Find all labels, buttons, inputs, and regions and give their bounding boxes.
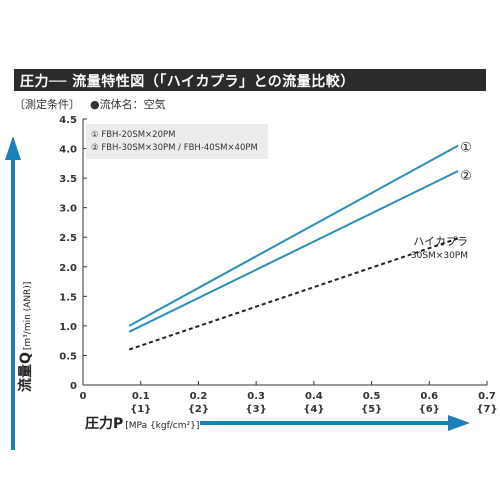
y-axis-arrow-head — [5, 136, 21, 160]
x-tick-label: 0.1 — [132, 391, 150, 402]
x-axis-arrow-head — [448, 415, 470, 431]
x-tick-label: 0.3 — [247, 391, 265, 402]
x-tick-label: 0.7 — [478, 391, 496, 402]
x-axis-label-unit: [MPa {kgf/cm²}] — [125, 421, 199, 431]
x-tick-kgf-label: {1} — [130, 404, 151, 415]
series-line — [128, 237, 459, 351]
x-tick-kgf-label: {5} — [361, 404, 382, 415]
legend-entry: ① FBH-20SM×20PM — [91, 130, 175, 140]
legend-box — [86, 124, 268, 159]
y-tick-label: 1.0 — [59, 322, 77, 333]
series-line — [128, 144, 459, 327]
y-axis-label-main: 流量Q — [17, 352, 34, 392]
legend-entry: ② FBH-30SM×30PM / FBH-40SM×40PM — [91, 143, 258, 153]
y-tick-label: 4.5 — [59, 115, 77, 126]
y-tick-label: 1.5 — [59, 292, 77, 303]
y-tick-label: 0 — [70, 381, 77, 392]
x-tick-label: 0 — [80, 391, 87, 402]
conditions-label: 〔測定条件〕 — [14, 98, 80, 111]
x-axis-label-main: 圧力P — [85, 415, 123, 432]
series-sublabel: 30SM×30PM — [411, 251, 468, 261]
y-tick-label: 3.5 — [59, 174, 77, 185]
x-tick-label: 0.6 — [420, 391, 438, 402]
x-tick-kgf-label: {3} — [246, 404, 267, 415]
x-axis-label: 圧力P [MPa {kgf/cm²}] — [85, 415, 199, 432]
x-tick-label: 0.2 — [190, 391, 208, 402]
x-tick-kgf-label: {2} — [188, 404, 209, 415]
series-label: ② — [460, 169, 472, 184]
y-axis-label-unit: [m³/min (ANR)] — [23, 282, 33, 350]
y-tick-label: 2.5 — [59, 233, 77, 244]
series-label: ハイカプラ — [413, 235, 468, 248]
x-tick-kgf-label: {7} — [476, 404, 497, 415]
chart-title: 圧力── 流量特性図（「ハイカプラ」との流量比較） — [20, 74, 355, 90]
y-axis-arrow-shaft — [11, 160, 15, 450]
fluid-label: ●流体名：空気 — [90, 98, 166, 111]
y-axis-label: 流量Q [m³/min (ANR)] — [17, 282, 34, 392]
y-tick-label: 2.0 — [59, 263, 77, 274]
measurement-conditions: 〔測定条件〕 ●流体名：空気 — [14, 96, 166, 112]
y-tick-label: 3.0 — [59, 204, 77, 215]
x-tick-kgf-label: {6} — [419, 404, 440, 415]
title-bar: 圧力── 流量特性図（「ハイカプラ」との流量比較） — [14, 69, 486, 91]
x-tick-label: 0.4 — [305, 391, 323, 402]
x-axis-arrow-shaft — [200, 421, 450, 425]
x-tick-label: 0.5 — [363, 391, 381, 402]
series-label: ① — [460, 141, 472, 156]
y-tick-label: 4.0 — [59, 145, 77, 156]
y-tick-label: 0.5 — [59, 351, 77, 362]
series-line — [128, 170, 459, 333]
x-tick-kgf-label: {4} — [303, 404, 324, 415]
